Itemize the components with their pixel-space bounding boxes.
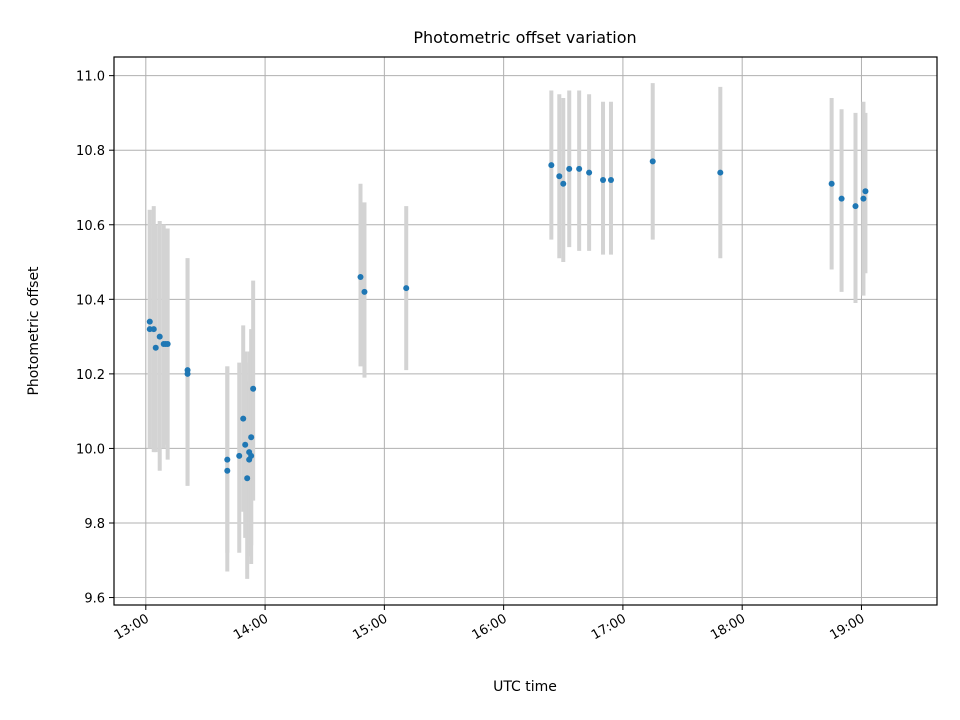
data-point [146, 318, 153, 325]
data-point [586, 169, 593, 176]
y-tick-label: 11.0 [76, 70, 105, 85]
y-tick-label: 10.6 [76, 219, 105, 234]
y-tick-label: 10.8 [76, 144, 105, 159]
data-point [717, 169, 724, 176]
y-tick-label: 9.6 [84, 592, 105, 607]
data-point [150, 326, 157, 333]
data-point [576, 165, 583, 172]
data-point [184, 370, 191, 377]
data-point [250, 385, 257, 392]
data-point [403, 285, 410, 292]
data-point [852, 203, 859, 210]
plot-frame [113, 56, 938, 606]
y-tick-label: 9.8 [84, 517, 105, 532]
data-point [838, 195, 845, 202]
data-point [607, 177, 614, 184]
data-point [156, 333, 163, 340]
data-point [224, 467, 231, 474]
y-tick-label: 10.4 [76, 293, 105, 308]
data-points [146, 158, 869, 482]
data-point [566, 165, 573, 172]
y-tick-label: 10.2 [76, 368, 105, 383]
y-axis-label: Photometric offset [26, 266, 42, 396]
y-tick-label: 10.0 [76, 442, 105, 457]
data-point [224, 456, 231, 463]
data-point [600, 177, 607, 184]
data-point [248, 434, 255, 441]
data-point [248, 452, 255, 459]
data-point [357, 273, 364, 280]
data-point [828, 180, 835, 187]
data-point [548, 162, 555, 169]
data-point [244, 475, 251, 482]
data-point [556, 173, 563, 180]
data-point [152, 344, 159, 351]
data-point [862, 188, 869, 195]
data-point [164, 341, 171, 348]
data-point [649, 158, 656, 165]
data-point [240, 415, 247, 422]
data-point [560, 180, 567, 187]
data-point [361, 288, 368, 295]
y-axis-ticks: 9.6 9.8 10.0 10.2 10.4 10.6 10.8 11.0 [76, 70, 114, 607]
data-point [242, 441, 249, 448]
data-point [236, 452, 243, 459]
data-point [860, 195, 867, 202]
chart-title: Photometric offset variation [413, 28, 636, 47]
x-axis-label: UTC time [493, 679, 557, 695]
